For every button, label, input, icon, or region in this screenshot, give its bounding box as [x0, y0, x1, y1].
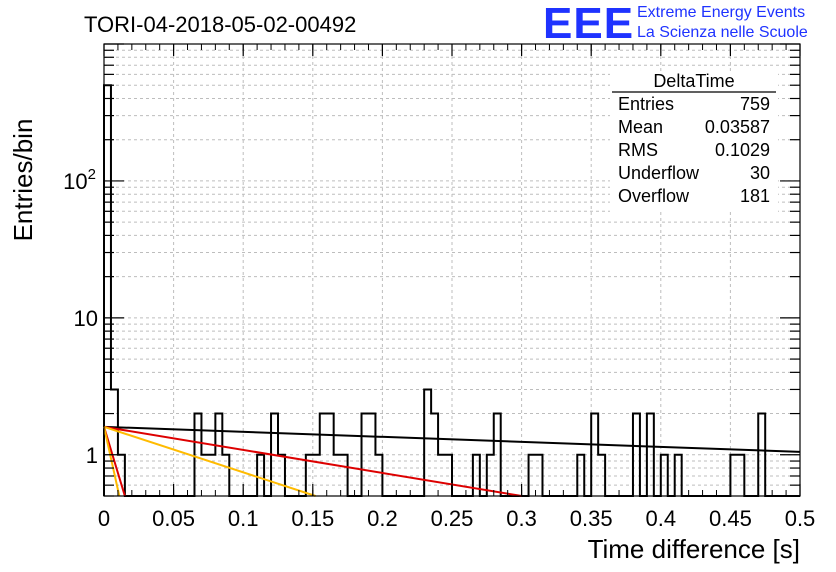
logo-line-2: La Scienza nelle Scuole — [637, 24, 808, 41]
stats-label: Mean — [618, 117, 663, 137]
stats-label: Entries — [618, 94, 674, 114]
stats-value: 181 — [740, 186, 770, 206]
x-tick-label: 0.35 — [570, 506, 613, 531]
stats-label: RMS — [618, 140, 658, 160]
x-tick-label: 0 — [98, 506, 110, 531]
stats-box-bg — [610, 72, 778, 212]
stats-value: 0.1029 — [715, 140, 770, 160]
y-tick-label: 102 — [63, 166, 96, 194]
stats-value: 759 — [740, 94, 770, 114]
fit-line — [103, 425, 801, 453]
stats-box: DeltaTime Entries 759 Mean 0.03587 RMS 0.1029… — [610, 71, 778, 212]
logo-line-1: Extreme Energy Events — [637, 4, 806, 21]
stats-label: Underflow — [618, 163, 700, 183]
x-axis: 0 0.05 0.1 0.15 0.2 0.25 0.3 0.35 0.4 0.45 0.5 — [98, 44, 815, 531]
y-axis-label: Entries/bin — [8, 119, 38, 242]
x-tick-label: 0.1 — [228, 506, 259, 531]
histogram-bin — [111, 389, 118, 496]
x-tick-label: 0.45 — [709, 506, 752, 531]
stats-label: Overflow — [618, 186, 690, 206]
y-axis: 1 10 102 — [63, 43, 800, 497]
x-tick-label: 0.15 — [291, 506, 334, 531]
stats-rows: Entries 759 Mean 0.03587 RMS 0.1029 Underflow 3… — [618, 94, 770, 206]
stats-value: 30 — [750, 163, 770, 183]
x-tick-label: 0.25 — [431, 506, 474, 531]
stats-title: DeltaTime — [653, 71, 734, 91]
stats-value: 0.03587 — [705, 117, 770, 137]
y-tick-label: 1 — [86, 443, 98, 468]
x-tick-label: 0.3 — [506, 506, 537, 531]
eee-logo-mark: EEE — [543, 0, 635, 48]
grid-lines — [104, 44, 800, 496]
fit-line — [103, 425, 316, 497]
x-tick-label: 0.2 — [367, 506, 398, 531]
x-tick-label: 0.05 — [152, 506, 195, 531]
chart-title: TORI-04-2018-05-02-00492 — [84, 12, 356, 37]
x-tick-label: 0.4 — [646, 506, 677, 531]
x-tick-label: 0.5 — [785, 506, 816, 531]
x-axis-label: Time difference [s] — [588, 534, 800, 564]
y-tick-label: 10 — [74, 306, 98, 331]
